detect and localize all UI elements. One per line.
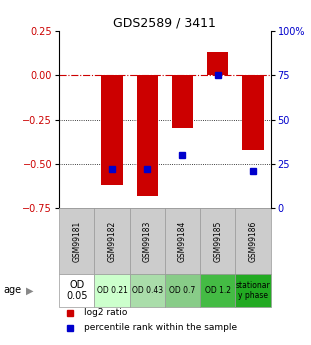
Bar <box>130 208 165 274</box>
Text: stationar
y phase: stationar y phase <box>235 281 270 300</box>
Text: GSM99185: GSM99185 <box>213 220 222 262</box>
Text: ▶: ▶ <box>26 285 34 295</box>
Text: log2 ratio: log2 ratio <box>85 308 128 317</box>
Bar <box>235 208 271 274</box>
Bar <box>59 274 94 307</box>
Bar <box>165 208 200 274</box>
Bar <box>165 274 200 307</box>
Text: OD 1.2: OD 1.2 <box>205 286 231 295</box>
Bar <box>207 52 228 75</box>
Bar <box>242 75 263 150</box>
Bar <box>137 75 158 196</box>
Bar <box>59 208 94 274</box>
Text: OD 0.43: OD 0.43 <box>132 286 163 295</box>
Title: GDS2589 / 3411: GDS2589 / 3411 <box>114 17 216 30</box>
Bar <box>101 75 123 185</box>
Bar <box>94 274 130 307</box>
Bar <box>200 208 235 274</box>
Text: GSM99182: GSM99182 <box>108 220 116 262</box>
Text: OD 0.21: OD 0.21 <box>96 286 128 295</box>
Text: GSM99184: GSM99184 <box>178 220 187 262</box>
Text: percentile rank within the sample: percentile rank within the sample <box>85 323 238 332</box>
Bar <box>130 274 165 307</box>
Text: GSM99183: GSM99183 <box>143 220 152 262</box>
Text: age: age <box>3 285 21 295</box>
Bar <box>172 75 193 128</box>
Text: OD
0.05: OD 0.05 <box>66 279 87 301</box>
Bar <box>235 274 271 307</box>
Bar <box>94 208 130 274</box>
Text: GSM99181: GSM99181 <box>72 220 81 262</box>
Text: GSM99186: GSM99186 <box>248 220 258 262</box>
Bar <box>200 274 235 307</box>
Text: OD 0.7: OD 0.7 <box>169 286 196 295</box>
